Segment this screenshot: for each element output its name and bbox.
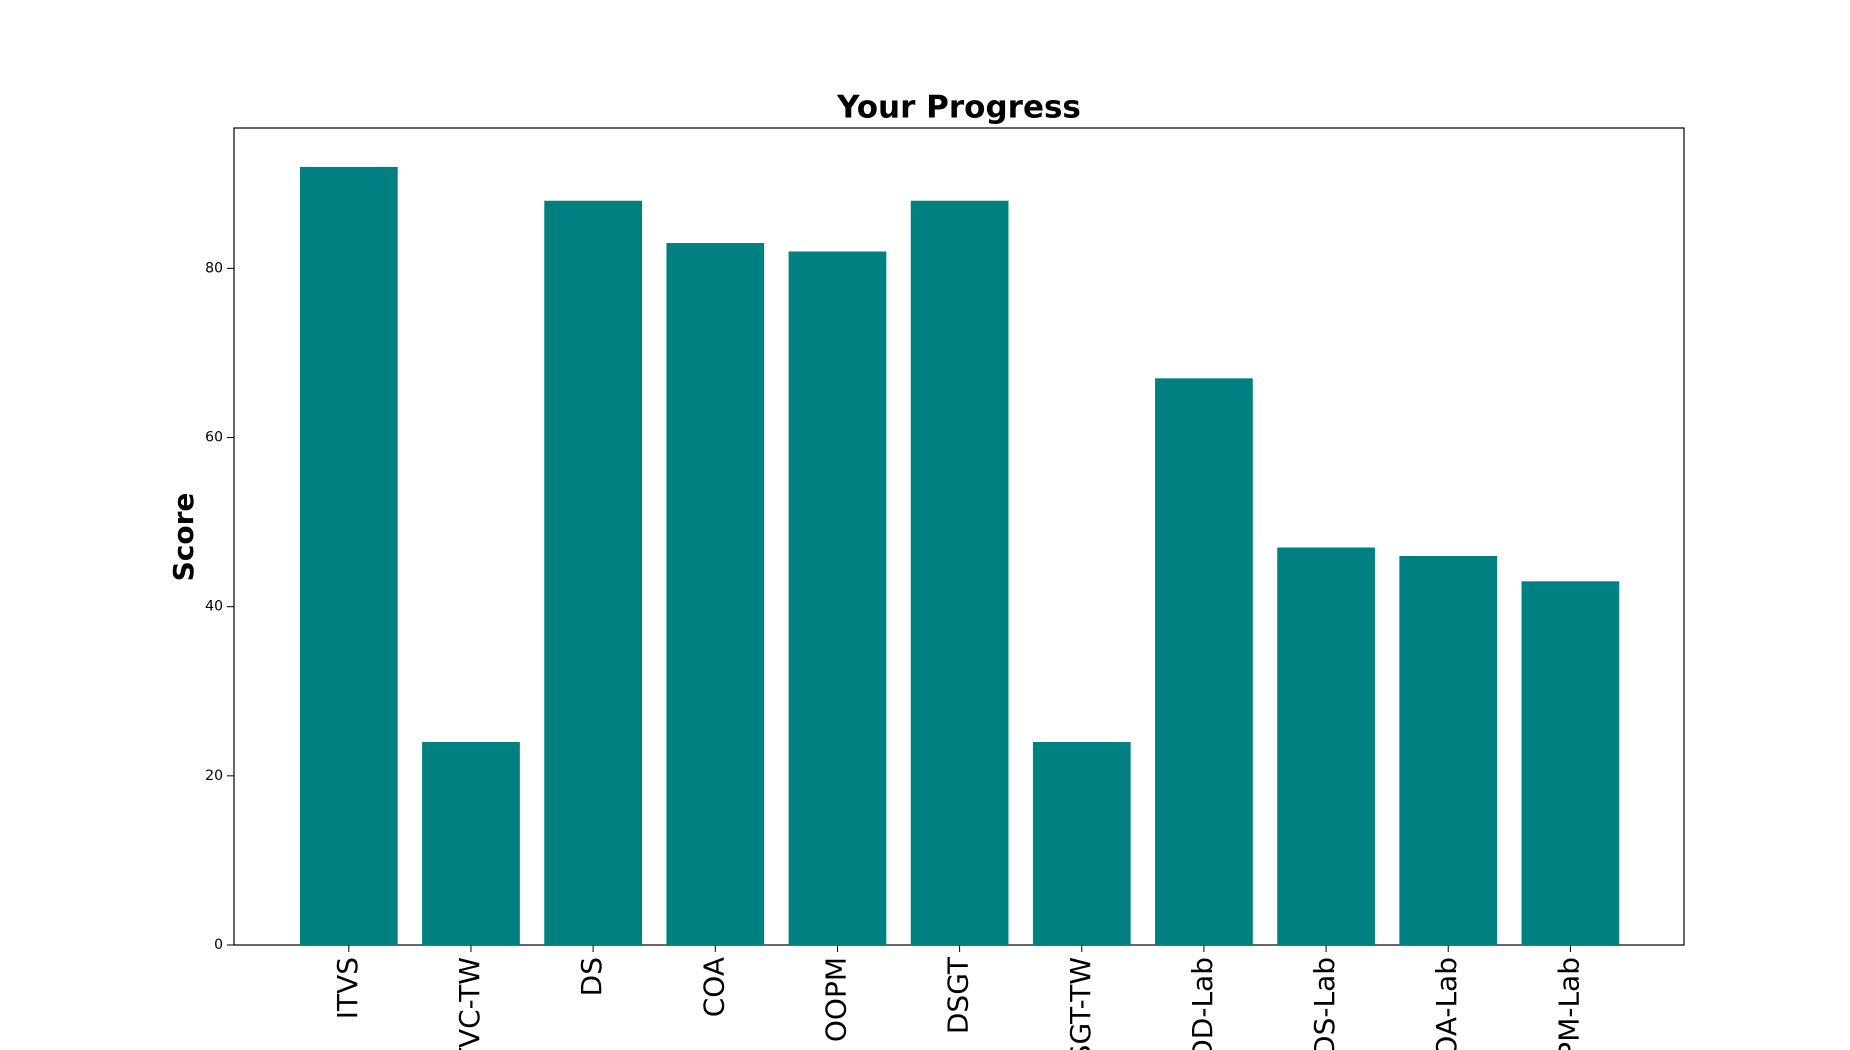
- x-tick-label: TVC-TW: [453, 957, 486, 1050]
- x-tick-label: DS-Lab: [1308, 957, 1341, 1050]
- bar: [422, 742, 520, 945]
- y-tick-label: 80: [205, 260, 223, 276]
- y-tick-label: 60: [205, 430, 223, 446]
- x-tick-label: COA-Lab: [1430, 957, 1463, 1050]
- y-axis-label: Score: [167, 493, 200, 582]
- y-tick-label: 40: [205, 599, 223, 615]
- x-tick-label: OOPM: [819, 957, 852, 1042]
- x-tick-label: DS: [575, 957, 608, 996]
- x-tick-label: ITVS: [331, 957, 364, 1019]
- x-tick-label: PM-Lab: [1552, 957, 1585, 1050]
- bar: [1521, 581, 1620, 945]
- x-tick-label: DSGT: [942, 956, 975, 1034]
- bar: [788, 251, 887, 945]
- x-tick-label: SGT-TW: [1064, 957, 1097, 1050]
- bar: [666, 243, 765, 946]
- x-tick-label: COA: [697, 957, 730, 1017]
- bar: [299, 166, 398, 945]
- bar: [1155, 378, 1253, 945]
- bar: [910, 200, 1009, 945]
- chart-title: Your Progress: [836, 90, 1081, 126]
- bar: [1399, 555, 1498, 945]
- bar: [1277, 547, 1375, 945]
- bar: [1032, 742, 1131, 945]
- y-tick-label: 20: [205, 768, 223, 784]
- x-tick-label: DD-Lab: [1186, 957, 1219, 1050]
- bar: [544, 200, 643, 945]
- y-tick-label: 0: [214, 937, 223, 953]
